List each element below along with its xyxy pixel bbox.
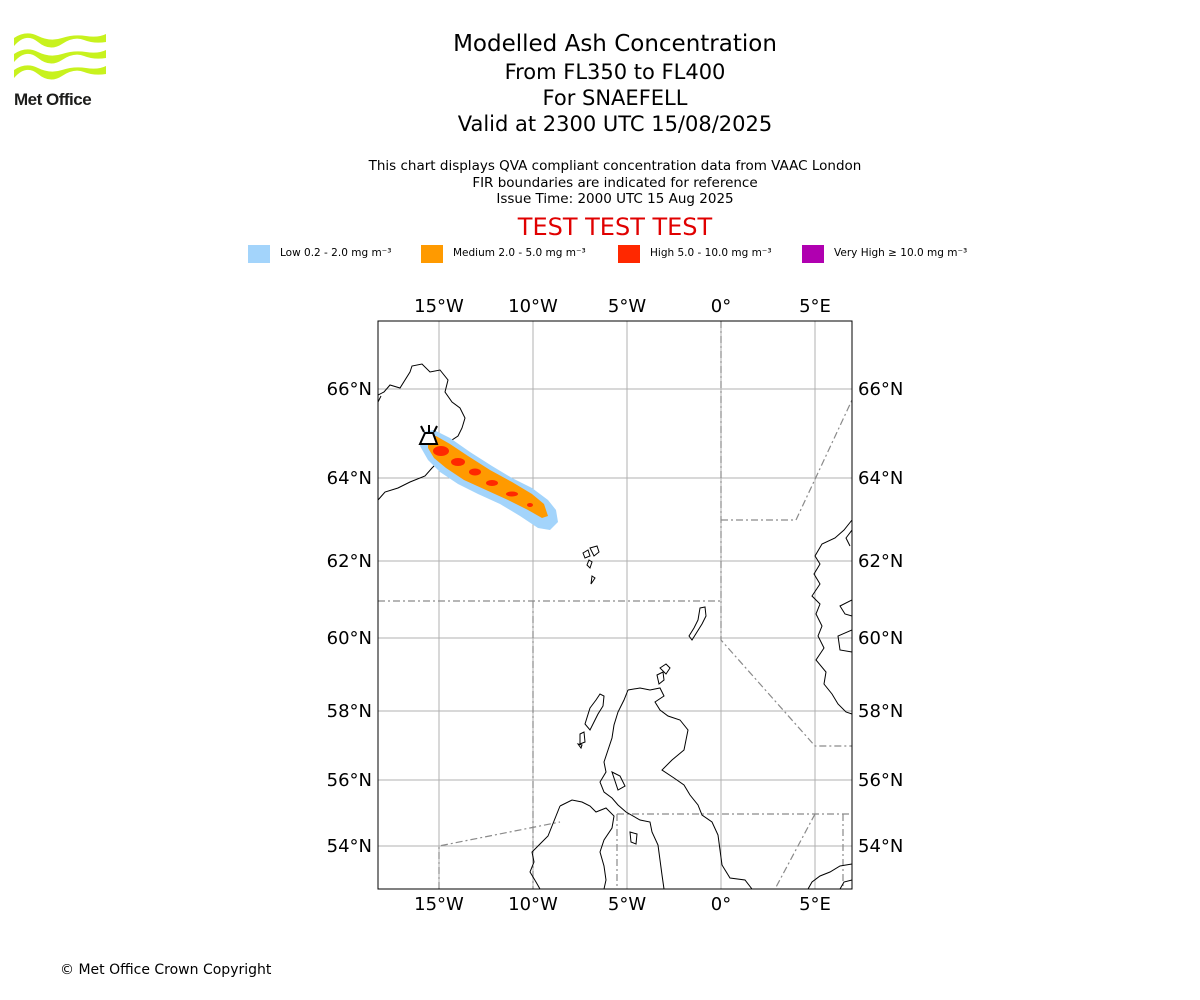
lat-label: 56°N xyxy=(327,770,372,791)
fir-boundaries xyxy=(378,321,852,889)
lat-labels-left: 66°N 64°N 62°N 60°N 58°N 56°N 54°N xyxy=(327,379,372,857)
logo-text: Met Office xyxy=(14,90,92,109)
lat-label: 60°N xyxy=(327,628,372,649)
volcano-icon xyxy=(418,425,439,445)
valid-time: Valid at 2300 UTC 15/08/2025 xyxy=(457,112,773,136)
chart-title: Modelled Ash Concentration xyxy=(453,31,777,57)
map-frame xyxy=(377,320,853,890)
ash-plume xyxy=(420,430,558,530)
lon-label: 10°W xyxy=(508,894,558,915)
lat-label: 62°N xyxy=(858,551,903,572)
copyright-notice: © Met Office Crown Copyright xyxy=(60,962,272,978)
lat-label: 64°N xyxy=(327,468,372,489)
ash-high-area xyxy=(506,491,518,497)
subtitle-line-1: This chart displays QVA compliant concen… xyxy=(368,158,862,174)
met-office-waves-icon xyxy=(14,33,106,80)
chart-title-block: Modelled Ash Concentration From FL350 to… xyxy=(315,30,915,137)
lon-labels-top: 15°W 10°W 5°W 0° 5°E xyxy=(414,296,831,317)
chart-subtitle: This chart displays QVA compliant concen… xyxy=(315,158,915,208)
volcano-title: For SNAEFELL xyxy=(542,86,688,110)
coastlines xyxy=(378,363,852,889)
met-office-logo: Met Office xyxy=(14,30,108,112)
lat-label: 64°N xyxy=(858,468,903,489)
lat-label: 60°N xyxy=(858,628,903,649)
lat-label: 58°N xyxy=(327,701,372,722)
lat-labels-right: 66°N 64°N 62°N 60°N 58°N 56°N 54°N xyxy=(858,379,903,857)
legend-medium-label: Medium 2.0 - 5.0 mg m⁻³ xyxy=(453,247,586,259)
lat-label: 62°N xyxy=(327,551,372,572)
lon-label: 5°E xyxy=(799,894,831,915)
legend-very-high-swatch xyxy=(802,245,824,263)
test-banner: TEST TEST TEST xyxy=(517,213,713,241)
ash-high-area xyxy=(433,446,449,456)
lat-label: 66°N xyxy=(858,379,903,400)
ash-high-area xyxy=(469,468,481,476)
ash-medium-area xyxy=(428,436,548,518)
lat-label: 54°N xyxy=(327,836,372,857)
subtitle-line-2: FIR boundaries are indicated for referen… xyxy=(472,174,758,191)
lat-label: 58°N xyxy=(858,701,903,722)
issue-time: Issue Time: 2000 UTC 15 Aug 2025 xyxy=(496,191,734,207)
lon-labels-bottom: 15°W 10°W 5°W 0° 5°E xyxy=(414,894,831,915)
graticule xyxy=(378,321,852,889)
lon-label: 0° xyxy=(711,894,731,915)
ash-high-area xyxy=(486,480,498,486)
lon-label: 10°W xyxy=(508,296,558,317)
legend-high-swatch xyxy=(618,245,640,263)
flight-level-range: From FL350 to FL400 xyxy=(504,60,726,84)
lon-label: 0° xyxy=(711,296,731,317)
lon-label: 5°W xyxy=(608,894,646,915)
lat-label: 56°N xyxy=(858,770,903,791)
legend-low-label: Low 0.2 - 2.0 mg m⁻³ xyxy=(280,247,392,259)
lat-label: 66°N xyxy=(327,379,372,400)
lon-label: 15°W xyxy=(414,296,464,317)
legend-medium-swatch xyxy=(421,245,443,263)
ash-high-area xyxy=(451,458,465,466)
lon-label: 5°E xyxy=(799,296,831,317)
legend-very-high-label: Very High ≥ 10.0 mg m⁻³ xyxy=(834,247,968,259)
lon-label: 15°W xyxy=(414,894,464,915)
lat-label: 54°N xyxy=(858,836,903,857)
ash-high-area xyxy=(527,503,533,507)
legend-low-swatch xyxy=(248,245,270,263)
legend-high-label: High 5.0 - 10.0 mg m⁻³ xyxy=(650,247,772,259)
lon-label: 5°W xyxy=(608,296,646,317)
